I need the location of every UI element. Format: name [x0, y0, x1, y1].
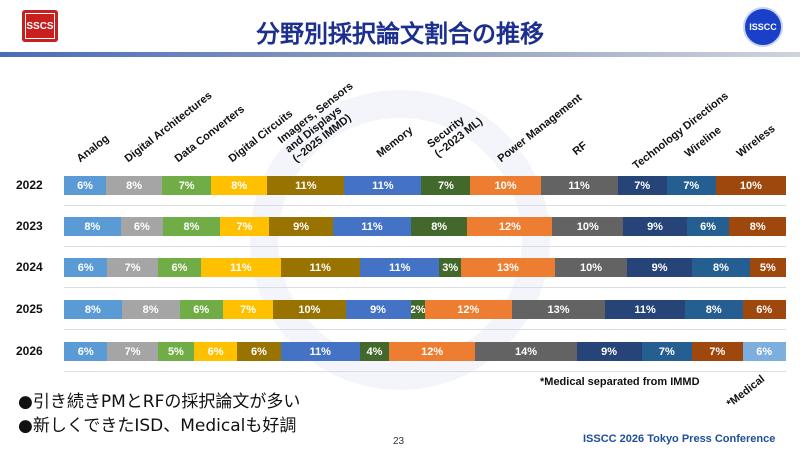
bar-segment: 13% [461, 258, 555, 277]
footer-text: ISSCC 2026 Tokyo Press Conference [583, 433, 776, 445]
bar-segment: 6% [64, 176, 107, 195]
bar-segment: 6% [742, 342, 786, 361]
bar-segment: 8% [211, 176, 268, 195]
bar-segment: 6% [179, 300, 223, 319]
bar-segment: 9% [627, 258, 693, 277]
year-label: 2026 [16, 344, 43, 358]
bar-row: 6% 7% 5% 6% 6% 11% 4% 12% 14% 9% 7% 7% 6% [64, 342, 786, 361]
bar-segment: 4% [359, 342, 389, 361]
bar-segment: 6% [120, 217, 164, 236]
bar-segment: 8% [106, 176, 163, 195]
bar-segment: 10% [554, 258, 628, 277]
bar-segment: 11% [540, 176, 618, 195]
bar-segment: 6% [686, 217, 730, 236]
bar-segment: 7% [107, 258, 158, 277]
column-header: Wireless [734, 122, 778, 160]
footnote: *Medical separated from IMMD [540, 376, 700, 388]
bar-segment: 6% [742, 300, 786, 319]
bar-segment: 9% [269, 217, 333, 236]
bar-segment: 11% [359, 258, 440, 277]
row-separator [64, 287, 786, 288]
year-label: 2024 [16, 260, 43, 274]
bar-segment: 8% [163, 217, 220, 236]
bar-segment: 11% [344, 176, 422, 195]
bar-segment: 6% [64, 342, 108, 361]
row-separator [64, 329, 786, 330]
bar-segment: 11% [605, 300, 685, 319]
column-header: Digital Architectures [122, 89, 215, 165]
row-separator [64, 371, 786, 372]
bar-segment: 9% [623, 217, 687, 236]
bar-segment: 8% [64, 300, 122, 319]
bar-segment: 3% [439, 258, 462, 277]
bar-segment: 5% [157, 342, 194, 361]
bar-segment: 10% [552, 217, 624, 236]
row-separator [64, 205, 786, 206]
bar-segment: 13% [511, 300, 606, 319]
bar-segment: 12% [424, 300, 512, 319]
bar-segment: 7% [421, 176, 471, 195]
bar-segment: 11% [267, 176, 345, 195]
bar-row: 6% 8% 7% 8% 11% 11% 7% 10% 11% 7% 7% 10% [64, 176, 786, 195]
bar-segment: 9% [576, 342, 642, 361]
bar-segment: 10% [273, 300, 346, 319]
column-header: *Medical [724, 373, 768, 410]
bar-segment: 7% [641, 342, 693, 361]
bar-segment: 6% [157, 258, 202, 277]
bar-segment: 7% [222, 300, 274, 319]
bullet-2: ●新しくできたISD、Medicalも好調 [18, 416, 297, 436]
year-label: 2025 [16, 302, 43, 316]
bar-row: 6% 7% 6% 11% 11% 11% 3% 13% 10% 9% 8% 5% [64, 258, 786, 277]
bar-segment: 9% [345, 300, 411, 319]
page-title: 分野別採択論文割合の推移 [256, 20, 544, 48]
column-header: RF [570, 139, 590, 158]
bar-segment: 11% [332, 217, 411, 236]
bar-segment: 7% [692, 342, 743, 361]
bar-segment: 7% [219, 217, 270, 236]
year-label: 2022 [16, 178, 43, 192]
bar-segment: 6% [237, 342, 281, 361]
bar-segment: 8% [121, 300, 180, 319]
sscs-logo: SSCS [22, 10, 58, 42]
column-header: Power Management [495, 91, 585, 165]
bar-row: 8% 6% 8% 7% 9% 11% 8% 12% 10% 9% 6% 8% [64, 217, 786, 236]
bar-segment: 11% [201, 258, 281, 277]
bar-segment: 2% [410, 300, 425, 319]
bar-segment: 8% [410, 217, 468, 236]
bar-segment: 10% [470, 176, 541, 195]
bar-segment: 7% [617, 176, 667, 195]
bar-segment: 12% [467, 217, 553, 236]
year-label: 2023 [16, 219, 43, 233]
bar-segment: 10% [715, 176, 786, 195]
bar-segment: 6% [64, 258, 108, 277]
column-header: Analog [74, 132, 112, 165]
bar-segment: 8% [684, 300, 743, 319]
bar-segment: 8% [692, 258, 750, 277]
bar-segment: 12% [388, 342, 476, 361]
bar-segment: 7% [162, 176, 212, 195]
bar-segment: 5% [749, 258, 786, 277]
bar-row: 8% 8% 6% 7% 10% 9% 2% 12% 13% 11% 8% 6% [64, 300, 786, 319]
bar-segment: 7% [107, 342, 158, 361]
bar-segment: 8% [64, 217, 121, 236]
bar-segment: 14% [475, 342, 577, 361]
bar-segment: 7% [666, 176, 716, 195]
row-separator [64, 246, 786, 247]
page-number: 23 [393, 436, 405, 447]
header-divider [0, 52, 800, 57]
bar-segment: 8% [729, 217, 786, 236]
bar-segment: 6% [193, 342, 238, 361]
bar-segment: 11% [280, 342, 360, 361]
isscc-logo: ISSCC [743, 7, 783, 47]
bar-segment: 11% [280, 258, 360, 277]
bullet-1: ●引き続きPMとRFの採択論文が多い [18, 392, 301, 412]
